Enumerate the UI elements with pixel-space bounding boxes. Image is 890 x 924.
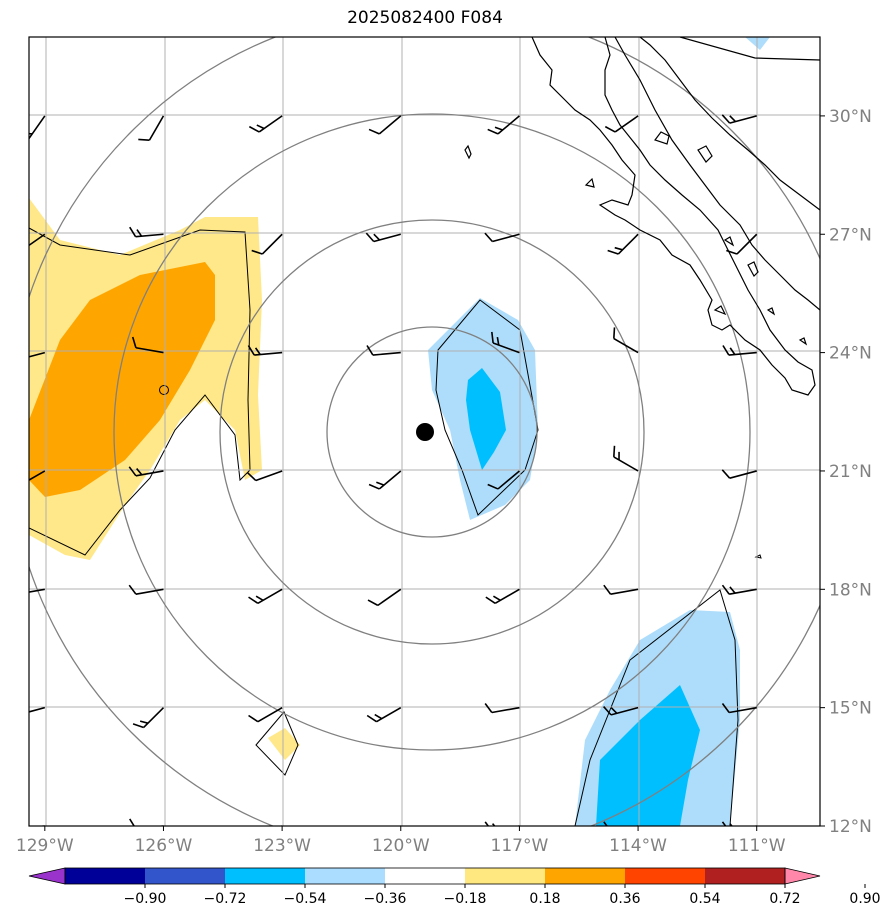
lon-tick-label: 117°W	[491, 836, 549, 856]
wind-barb	[726, 233, 758, 255]
wind-barb	[368, 115, 402, 135]
range-rings	[29, 37, 820, 826]
wind-barb	[485, 588, 520, 604]
colorbar-segment	[145, 868, 226, 884]
wind-barb	[721, 703, 757, 714]
wind-barb	[721, 114, 757, 124]
wind-barb	[603, 584, 639, 595]
colorbar-segment	[465, 868, 546, 884]
lat-tick-label: 12°N	[829, 817, 872, 837]
borders	[679, 37, 820, 61]
wind-barb	[367, 588, 402, 607]
wind-barb	[247, 345, 283, 356]
wind-barb	[131, 336, 164, 354]
wind-barb	[613, 327, 639, 354]
wind-barb	[603, 821, 639, 826]
wind-barb	[491, 331, 520, 354]
colorbar-tick-label: 0.36	[609, 891, 640, 907]
colorbar-segment	[625, 868, 706, 884]
wind-barb	[721, 821, 757, 826]
plot-area	[29, 37, 820, 826]
lon-tick-label: 114°W	[609, 836, 667, 856]
wind-barb	[366, 706, 402, 723]
wind-barb	[604, 115, 639, 133]
colorbar-under-extend	[28, 867, 66, 885]
wind-barb	[129, 226, 164, 238]
colorbar-segment	[385, 868, 466, 884]
lat-tick-label: 15°N	[829, 699, 872, 719]
colorbar-over-extend	[784, 867, 821, 885]
storm-center-marker	[416, 423, 434, 441]
wind-barb	[128, 466, 164, 477]
negative-anomaly-fill	[428, 37, 770, 826]
wind-barb	[248, 115, 283, 133]
wind-barb	[251, 233, 283, 255]
colorbar-tick-label: −0.18	[444, 891, 487, 907]
wind-barb	[607, 233, 639, 255]
wind-barb	[613, 445, 639, 472]
wind-barb	[487, 470, 520, 490]
colorbar-frame	[64, 867, 786, 885]
lon-tick-label: 111°W	[728, 836, 786, 856]
wind-barb	[255, 825, 283, 826]
lat-tick-label: 24°N	[829, 344, 872, 364]
lat-tick-label: 18°N	[829, 580, 872, 600]
colorbar-tick-label: 0.72	[769, 891, 800, 907]
wind-barb	[722, 345, 757, 356]
lat-tick-label: 27°N	[829, 225, 872, 245]
wind-barb	[29, 233, 46, 251]
colorbar-tick-label: −0.90	[124, 891, 167, 907]
lon-tick-label: 123°W	[253, 836, 311, 856]
map-title: 2025082400 F084	[347, 8, 503, 28]
colorbar-segment	[65, 868, 146, 884]
colorbar-tick-label: 0.90	[849, 891, 880, 907]
colorbar-tick-label: −0.36	[364, 891, 407, 907]
colorbar-segment	[705, 868, 786, 884]
gridlines	[29, 37, 820, 826]
wind-barb	[132, 707, 165, 729]
wind-barb	[129, 818, 164, 826]
lat-tick-label: 30°N	[829, 107, 872, 127]
wind-barb	[29, 351, 46, 361]
wind-barb	[29, 115, 46, 140]
lon-tick-label: 126°W	[135, 836, 193, 856]
longitude-axis: 129°W 126°W 123°W 120°W 117°W 114°W 111°W	[16, 826, 786, 856]
wind-barb	[138, 115, 165, 141]
wind-barb	[603, 706, 639, 716]
wind-barb	[721, 469, 757, 479]
lon-tick-label: 120°W	[372, 836, 430, 856]
colorbar-tick-label: −0.72	[204, 891, 247, 907]
wind-barb	[29, 706, 46, 716]
colorbar-segment	[545, 868, 626, 884]
wind-barb	[128, 584, 164, 595]
colorbar-segment	[305, 868, 386, 884]
latitude-axis: 12°N 15°N 18°N 21°N 24°N 27°N 30°N	[820, 107, 872, 837]
wind-barb	[487, 115, 520, 135]
coastline	[464, 37, 820, 396]
lon-tick-label: 129°W	[16, 836, 74, 856]
wind-barb	[484, 703, 520, 714]
colorbar-tick-label: 0.54	[689, 891, 720, 907]
colorbar-segment	[225, 868, 306, 884]
colorbar: −0.90 −0.72 −0.54 −0.36 −0.18 0.18 0.36 0.54 0.7…	[28, 867, 881, 907]
wind-barb	[721, 584, 757, 595]
wind-barb	[29, 470, 46, 486]
wind-barb	[484, 821, 520, 826]
wind-barbs	[29, 114, 758, 826]
wind-barb	[29, 825, 45, 826]
plot-frame	[28, 36, 821, 827]
wind-barb	[247, 470, 283, 482]
wind-barb	[365, 232, 401, 243]
wind-barb	[248, 706, 283, 723]
wind-barb	[366, 345, 401, 356]
wind-barb	[484, 232, 520, 243]
lat-tick-label: 21°N	[829, 462, 872, 482]
wind-barb	[368, 470, 402, 490]
colorbar-tick-label: −0.54	[284, 891, 327, 907]
colorbar-tick-label: 0.18	[529, 891, 560, 907]
wind-barb	[29, 588, 45, 595]
wind-barb	[248, 588, 283, 604]
